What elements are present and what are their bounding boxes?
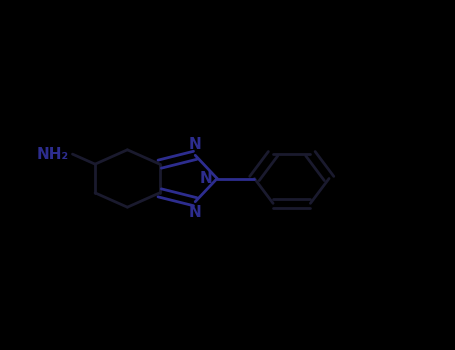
Text: N: N (200, 171, 212, 186)
Text: N: N (189, 204, 202, 219)
Text: NH₂: NH₂ (37, 147, 69, 162)
Text: N: N (189, 138, 202, 153)
